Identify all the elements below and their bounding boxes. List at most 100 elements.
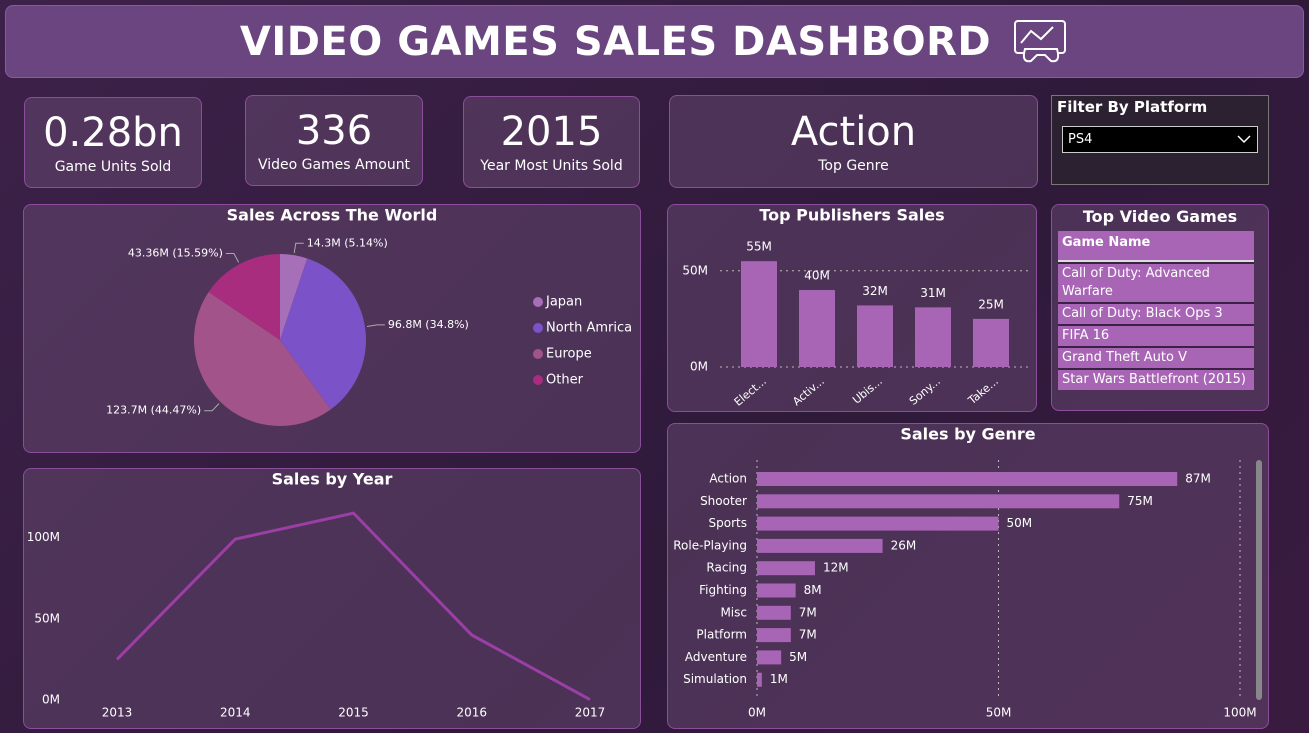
y-tick-label: Misc	[720, 605, 747, 619]
kpi-value: Action	[790, 108, 917, 155]
x-tick-label: 0M	[748, 706, 766, 720]
dropdown-value: PS4	[1068, 132, 1093, 147]
bar	[757, 583, 796, 598]
data-label: 26M	[891, 538, 917, 552]
bar	[757, 628, 791, 643]
y-tick-label: 100M	[27, 530, 60, 544]
kpi-card: 0.28bn Game Units Sold	[24, 97, 202, 188]
y-tick-label: 50M	[34, 611, 60, 625]
table-row[interactable]: FIFA 16	[1058, 324, 1254, 346]
chart-title: Sales Across The World	[227, 206, 438, 225]
x-tick-label: Activ...	[790, 375, 827, 409]
kpi-card: 2015 Year Most Units Sold	[463, 96, 640, 188]
data-label: 7M	[799, 628, 817, 642]
data-label: 25M	[978, 297, 1004, 311]
x-tick-label: 50M	[986, 706, 1012, 720]
bar	[757, 472, 1178, 486]
data-label: 32M	[862, 284, 888, 298]
bar	[857, 305, 893, 367]
y-tick-label: Racing	[706, 561, 747, 575]
data-label: 5M	[789, 650, 807, 664]
x-tick-label: 100M	[1223, 706, 1256, 720]
pie-slice	[208, 254, 280, 340]
legend-label: North Amrica	[546, 321, 632, 336]
bar	[757, 672, 762, 687]
scrollbar[interactable]	[1256, 460, 1262, 700]
leader-line	[366, 324, 385, 327]
table-header: Game Name	[1058, 231, 1254, 262]
x-tick-label: 2017	[575, 706, 606, 720]
pie-slice	[194, 292, 331, 426]
kpi-label: Game Units Sold	[54, 158, 172, 175]
legend-label: Other	[546, 373, 584, 388]
table-row[interactable]: Star Wars Battlefront (2015)	[1058, 368, 1254, 390]
filter-label: Filter By Platform	[1057, 98, 1208, 116]
leader-line	[204, 403, 220, 412]
data-label: 87M	[1185, 472, 1211, 486]
table: Game Name Call of Duty: Advanced Warfare…	[1058, 231, 1254, 390]
bar	[973, 318, 1009, 367]
title: VIDEO GAMES SALES DASHBORD	[239, 18, 992, 65]
y-tick-label: 0M	[42, 693, 60, 707]
legend-label: Europe	[546, 347, 592, 362]
kpi-label: Video Games Amount	[257, 156, 411, 173]
table-row[interactable]: Call of Duty: Black Ops 3	[1058, 302, 1254, 324]
kpi-label: Year Most Units Sold	[480, 158, 623, 174]
legend-label: Japan	[545, 295, 582, 310]
chart-title: Sales by Genre	[900, 425, 1035, 444]
y-tick-label: Fighting	[699, 583, 747, 597]
legend-swatch	[533, 375, 543, 385]
kpi-card: 336 Video Games Amount	[245, 95, 423, 186]
x-tick-label: 2016	[456, 706, 487, 720]
panel	[667, 204, 1037, 412]
data-label: 7M	[799, 605, 817, 619]
panel	[23, 468, 641, 729]
y-tick-label: Platform	[696, 628, 747, 642]
data-label: 14.3M (5.14%)	[307, 236, 388, 249]
legend-swatch	[533, 297, 543, 307]
bar	[757, 561, 815, 576]
leader-line	[293, 242, 304, 254]
data-label: 123.7M (44.47%)	[106, 404, 201, 417]
table-row[interactable]: Call of Duty: Advanced Warfare	[1058, 262, 1254, 302]
bar	[757, 538, 883, 553]
pie-slice	[280, 258, 367, 410]
legend-swatch	[533, 349, 543, 359]
x-tick-label: 2015	[338, 706, 369, 720]
data-label: 31M	[920, 286, 946, 300]
bar	[757, 516, 999, 531]
y-tick-label: 0M	[690, 360, 708, 374]
dropdown[interactable]: PS4	[1062, 126, 1258, 153]
y-tick-label: Shooter	[700, 494, 747, 508]
data-label: 43.36M (15.59%)	[128, 247, 223, 260]
pie-slice	[280, 254, 308, 340]
chevron	[1237, 135, 1251, 144]
y-tick-label: 50M	[682, 263, 708, 277]
kpi-value: 336	[295, 107, 373, 154]
bar	[741, 261, 777, 367]
table-row[interactable]: Grand Theft Auto V	[1058, 346, 1254, 368]
kpi-value: 2015	[500, 109, 603, 155]
data-label: 12M	[823, 561, 849, 575]
data-label: 8M	[804, 583, 822, 597]
kpi-value: 0.28bn	[43, 109, 183, 156]
y-tick-label: Adventure	[685, 650, 747, 664]
data-label: 55M	[746, 240, 772, 254]
kpi-label: Top Genre	[818, 157, 889, 174]
chart-title: Sales by Year	[272, 470, 393, 489]
x-tick-label: Sony...	[907, 375, 943, 408]
line	[115, 511, 591, 701]
leader-line	[225, 253, 240, 263]
data-label: 50M	[1007, 516, 1033, 530]
y-tick-label: Action	[709, 472, 747, 486]
data-label: 96.8M (34.8%)	[388, 318, 469, 331]
bar	[799, 290, 835, 367]
bar	[757, 650, 782, 665]
x-tick-label: Elect...	[732, 375, 769, 409]
kpi-card: Action Top Genre	[669, 95, 1038, 188]
chart-title: Top Publishers Sales	[759, 206, 944, 225]
y-tick-label: Sports	[709, 516, 747, 530]
bar	[757, 605, 791, 620]
